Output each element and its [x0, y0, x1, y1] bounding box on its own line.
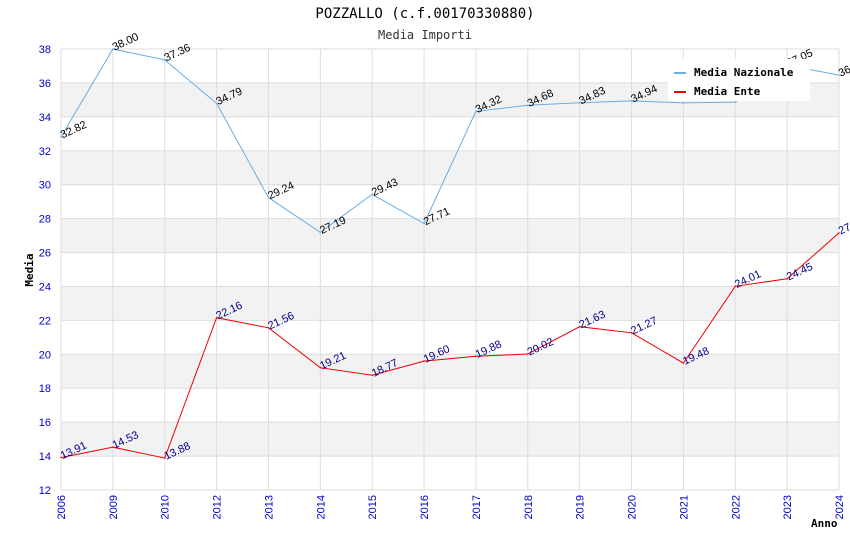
band: [61, 286, 839, 321]
y-tick-label: 16: [39, 417, 51, 429]
data-point: [371, 193, 374, 196]
data-point: [112, 446, 114, 448]
data-point: [163, 457, 166, 459]
x-tick-label: 2023: [782, 495, 794, 519]
legend-box: [668, 59, 810, 101]
data-point: [527, 353, 529, 355]
chart-subtitle: Media Importi: [378, 28, 472, 42]
x-tick-label: 2019: [575, 495, 587, 519]
x-axis-label: Anno: [811, 517, 838, 530]
series-line-nazionale: [60, 48, 840, 234]
data-point: [475, 355, 477, 358]
y-tick-label: 38: [39, 44, 51, 56]
data-point: [682, 102, 685, 104]
y-axis-label: Media: [23, 253, 36, 286]
y-tick-label: 28: [39, 214, 51, 226]
data-point: [319, 231, 322, 234]
gridlines: [60, 48, 840, 491]
data-point: [734, 285, 737, 288]
data-point: [215, 102, 218, 105]
data-point: [267, 327, 270, 329]
data-point: [838, 232, 840, 234]
data-point: [630, 100, 633, 102]
y-tick-label: 22: [39, 315, 51, 327]
x-tick-label: 2015: [367, 495, 379, 519]
legend-label: Media Nazionale: [694, 66, 794, 79]
legend: Media Nazionale Media Ente: [668, 59, 810, 101]
x-tick-label: 2006: [56, 495, 68, 519]
x-tick-label: 2018: [523, 495, 535, 519]
series-lines: [60, 48, 840, 459]
x-tick-label: 2014: [315, 495, 327, 519]
y-tick-label: 34: [39, 112, 51, 124]
y-tick-label: 32: [39, 146, 51, 158]
band: [61, 354, 839, 389]
x-tick-label: 2017: [471, 495, 483, 519]
y-tick-label: 20: [39, 349, 51, 361]
x-tick-label: 2009: [108, 495, 120, 519]
data-point: [838, 74, 840, 76]
data-point: [682, 362, 685, 364]
data-point: [734, 101, 737, 103]
x-tick-label: 2021: [678, 495, 690, 519]
series-line-ente: [60, 232, 840, 459]
x-tick-label: 2012: [212, 495, 224, 519]
y-tick-label: 36: [39, 78, 51, 90]
x-tick-label: 2022: [730, 495, 742, 519]
data-point: [60, 456, 62, 459]
legend-label: Media Ente: [694, 85, 761, 98]
data-label: 38.00: [111, 31, 141, 54]
data-label: 24.45: [785, 261, 815, 284]
y-tick-label: 26: [39, 248, 51, 260]
x-tick-label: 2024: [834, 495, 846, 519]
data-point: [527, 104, 529, 107]
data-label: 37.36: [162, 42, 192, 65]
data-point: [60, 136, 62, 138]
y-tick-label: 12: [39, 485, 51, 497]
band: [61, 422, 839, 457]
x-tick-label: 2016: [419, 495, 431, 519]
data-point: [423, 360, 425, 362]
y-tick-label: 24: [39, 281, 51, 293]
x-tick-label: 2010: [160, 495, 172, 519]
x-axis-ticks: 2006 2009 2010 2012 2013 2014 2015 2016 2017 2018…: [56, 495, 846, 519]
data-point: [267, 196, 270, 199]
data-point: [423, 222, 425, 225]
y-tick-label: 30: [39, 180, 51, 192]
y-tick-label: 18: [39, 383, 51, 395]
data-point: [578, 101, 581, 104]
x-tick-label: 2013: [263, 495, 275, 519]
data-point: [630, 331, 633, 334]
data-point: [215, 316, 218, 319]
x-tick-label: 2020: [627, 495, 639, 519]
data-point: [475, 110, 477, 113]
y-tick-label: 14: [39, 451, 51, 463]
data-point: [371, 374, 374, 376]
data-point: [578, 325, 581, 328]
data-point: [163, 59, 166, 61]
data-point: [786, 278, 788, 280]
data-label: 32.82: [59, 119, 89, 142]
data-point: [112, 48, 114, 50]
chart-title: POZZALLO (c.f.00170330880): [315, 6, 534, 22]
data-point: [319, 366, 322, 369]
band: [61, 218, 839, 253]
y-axis-ticks: 12 14 16 18 20 22 24 26 28 30 32 34 36 38: [39, 44, 51, 497]
background-bands: [61, 82, 839, 457]
